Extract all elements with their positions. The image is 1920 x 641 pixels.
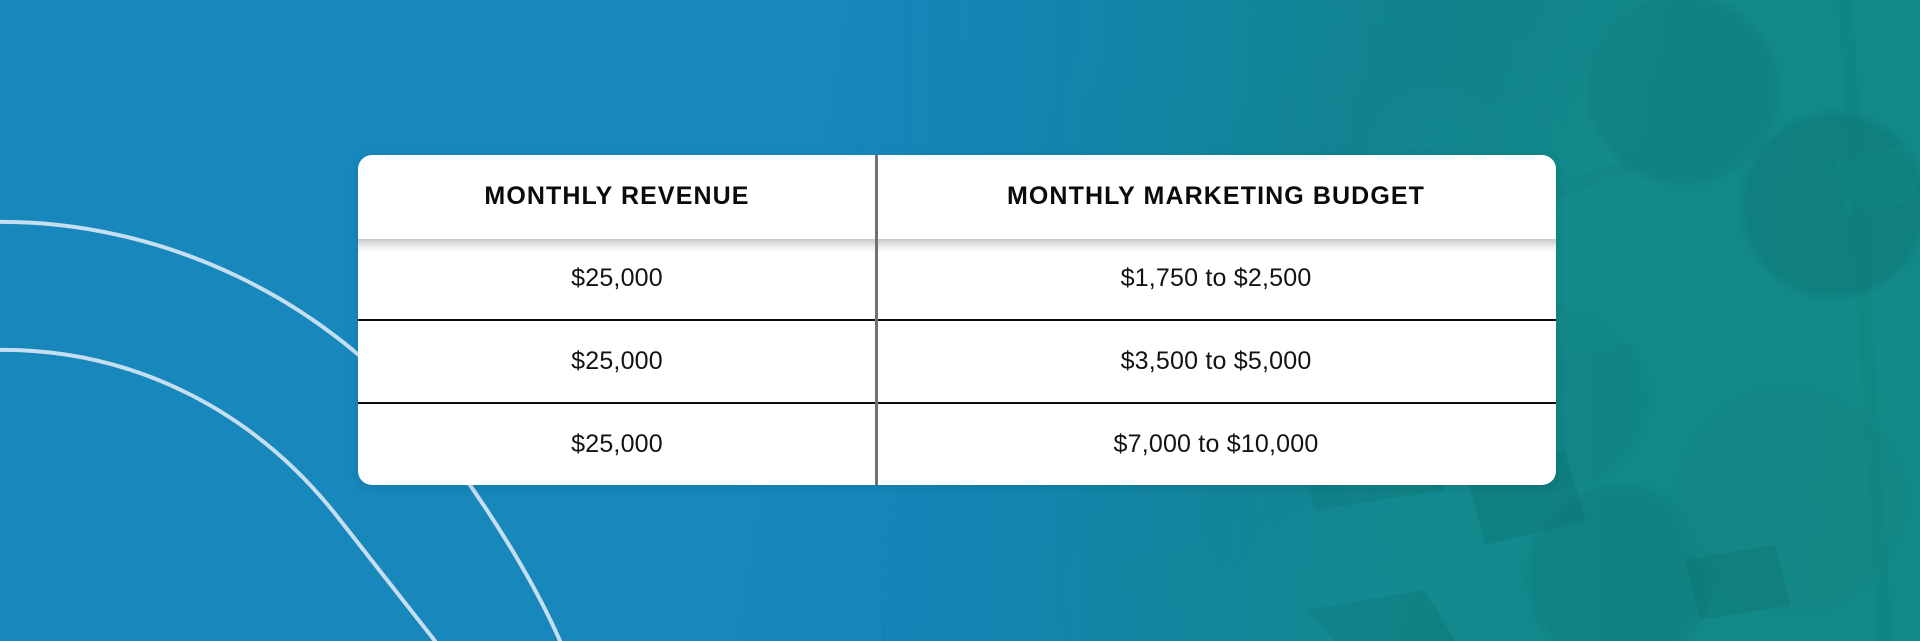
cell-value: $25,000 [571,263,663,292]
cell-value: $25,000 [571,429,663,458]
table-row: $25,000 $7,000 to $10,000 [358,401,1556,485]
header-cell-monthly-revenue: MONTHLY REVENUE [358,155,876,238]
cell-monthly-marketing-budget: $3,500 to $5,000 [876,321,1556,402]
cell-value: $3,500 to $5,000 [1120,346,1312,375]
cell-value: $25,000 [571,346,663,375]
cell-value: $7,000 to $10,000 [1113,429,1319,458]
cell-monthly-revenue: $25,000 [358,404,876,485]
cell-monthly-marketing-budget: $1,750 to $2,500 [876,238,1556,319]
table-row: $25,000 $1,750 to $2,500 [358,238,1556,319]
column-header-label: MONTHLY MARKETING BUDGET [1006,181,1426,210]
header-cell-monthly-marketing-budget: MONTHLY MARKETING BUDGET [876,155,1556,238]
cell-monthly-marketing-budget: $7,000 to $10,000 [876,404,1556,485]
column-header-label: MONTHLY REVENUE [484,181,750,210]
table-header-row: MONTHLY REVENUE MONTHLY MARKETING BUDGET [358,155,1556,238]
cell-monthly-revenue: $25,000 [358,238,876,319]
cell-monthly-revenue: $25,000 [358,321,876,402]
table-row: $25,000 $3,500 to $5,000 [358,318,1556,402]
cell-value: $1,750 to $2,500 [1120,263,1312,292]
pricing-table-card: MONTHLY REVENUE MONTHLY MARKETING BUDGET… [358,155,1556,485]
